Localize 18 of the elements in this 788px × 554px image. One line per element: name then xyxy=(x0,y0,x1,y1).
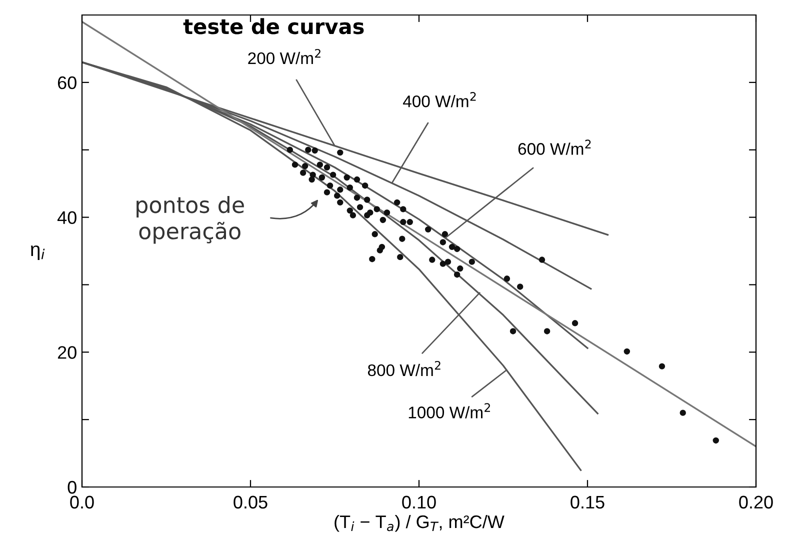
y-tick-label: 40 xyxy=(57,211,76,224)
x-axis-title: (T$_{i}$ − T$_{a}$) / G$_{T}$, m²C/W xyxy=(334,514,504,532)
x-tick-label: 0.0 xyxy=(70,496,94,509)
x-tick-label: 0.20 xyxy=(739,496,773,509)
annotation: 200 W/m$^{2}$ xyxy=(248,48,320,64)
x-tick-label: 0.05 xyxy=(234,496,268,509)
x-tick-label: 0.10 xyxy=(402,496,436,509)
annotation: 1000 W/m$^{2}$ xyxy=(408,403,490,418)
annotation: teste de curvas xyxy=(183,18,364,34)
annotation: 600 W/m$^{2}$ xyxy=(518,140,591,155)
annotation: 800 W/m$^{2}$ xyxy=(368,360,440,376)
y-tick-label: 20 xyxy=(58,346,76,359)
x-tick-label: 0.15 xyxy=(570,496,604,509)
annotation: pontos de operação xyxy=(136,196,244,244)
annotation: 400 W/m$^{2}$ xyxy=(403,92,476,108)
y-tick-label: 60 xyxy=(58,76,76,90)
y-axis-title: η$_{i}$ xyxy=(30,245,45,260)
y-tick-label: 0 xyxy=(68,480,76,494)
